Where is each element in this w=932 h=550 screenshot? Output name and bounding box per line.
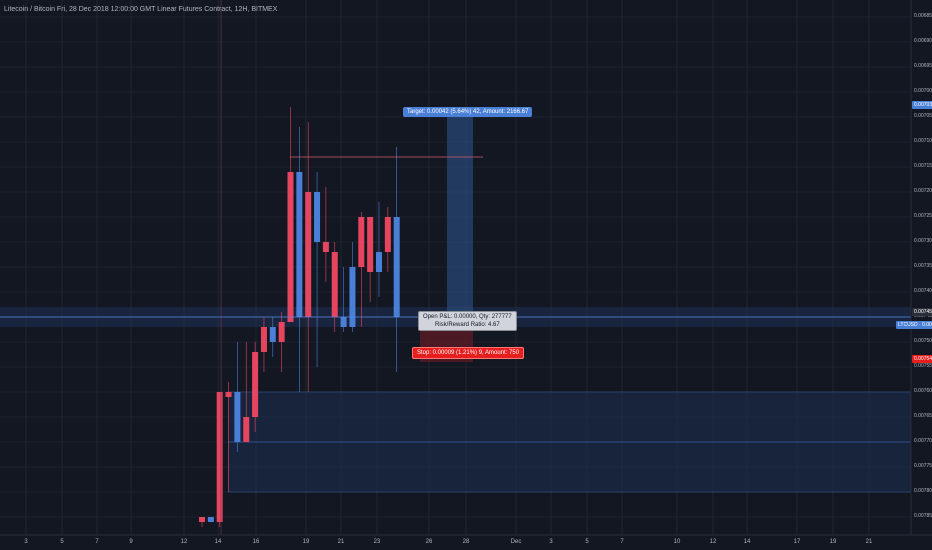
- candle-body: [349, 267, 356, 327]
- chart-title: Litecoin / Bitcoin Fri, 28 Dec 2018 12:0…: [4, 6, 278, 13]
- candle-body: [287, 172, 294, 322]
- time-axis-label: 3: [24, 539, 28, 545]
- price-axis-label: 0.00735: [914, 263, 932, 269]
- price-zones: [0, 107, 911, 493]
- price-axis-label: 0.00780: [914, 488, 932, 494]
- target-label[interactable]: Target: 0.00042 (5.64%) 42, Amount: 2166…: [403, 107, 533, 117]
- candle-body: [322, 242, 329, 252]
- candle-body: [376, 252, 382, 272]
- price-axis-label: 0.00720: [914, 188, 932, 194]
- price-axis-label: 0.00715: [914, 163, 932, 169]
- time-axis-label: 12: [709, 539, 717, 545]
- time-axis-label: 21: [337, 539, 345, 545]
- time-axis-label: 14: [743, 539, 751, 545]
- candle-body: [314, 192, 321, 242]
- price-axis-label: 0.00690: [914, 38, 932, 44]
- candle-body: [207, 517, 214, 522]
- candle-body: [243, 417, 250, 442]
- pnl-label[interactable]: Open P&L: 0.00000, Qty: 277777 Risk/Rewa…: [418, 311, 517, 331]
- candle-body: [260, 327, 267, 352]
- price-axis-label: 0.00785: [914, 513, 932, 519]
- candle-body: [393, 217, 400, 317]
- price-axis-label: 0.00710: [914, 138, 932, 144]
- target-zone: [447, 107, 473, 317]
- candle-body: [234, 392, 241, 442]
- target-price-tag: 0.00703: [912, 101, 932, 109]
- price-axis-label: 0.00750: [914, 338, 932, 344]
- time-axis-label: 12: [180, 539, 188, 545]
- time-axis-label: 26: [425, 539, 433, 545]
- candle-body: [367, 217, 374, 272]
- time-axis-label: 5: [60, 539, 64, 545]
- time-axis-label: 19: [302, 539, 310, 545]
- time-axis-label: 14: [214, 539, 222, 545]
- time-axis-label: 9: [129, 539, 133, 545]
- price-axis-label: 0.00770: [914, 438, 932, 444]
- time-axis-label: 3: [549, 539, 553, 545]
- time-axis-label: 5: [585, 539, 589, 545]
- time-axis-label: 28: [462, 539, 470, 545]
- risk-reward-text: Risk/Reward Ratio: 4.67: [435, 322, 500, 328]
- price-axis-label: 0.00700: [914, 88, 932, 94]
- candle-body: [199, 517, 205, 522]
- candle-body: [252, 352, 259, 417]
- time-axis-label: 7: [95, 539, 99, 545]
- stop-label[interactable]: Stop: 0.00009 (1.21%) 9, Amount: 750: [412, 347, 525, 359]
- price-axis-label: 0.00725: [914, 213, 932, 219]
- candle-body: [331, 252, 338, 317]
- time-axis-label: 7: [620, 539, 624, 545]
- price-axis-label: 0.00765: [914, 413, 932, 419]
- candle-body: [225, 392, 232, 397]
- candle-body: [305, 192, 312, 317]
- price-axis-label: 0.00730: [914, 238, 932, 244]
- candle-body: [296, 172, 303, 317]
- candle-body: [340, 317, 347, 327]
- price-axis-label: 0.00755: [914, 363, 932, 369]
- candle-body: [384, 217, 391, 252]
- time-axis-label: 17: [793, 539, 801, 545]
- price-axis-label: 0.00740: [914, 288, 932, 294]
- time-axis-label: 23: [373, 539, 381, 545]
- price-axis-label: 0.00760: [914, 388, 932, 394]
- current-price-tag: 0.00745: [912, 308, 932, 316]
- time-axis-label: 16: [252, 539, 260, 545]
- candle-body: [358, 217, 365, 267]
- time-axis-label: 10: [673, 539, 681, 545]
- time-axis-label: 21: [865, 539, 873, 545]
- price-axis-label: 0.00685: [914, 13, 932, 19]
- price-axis-label: 0.00775: [914, 463, 932, 469]
- candle-body: [216, 392, 223, 522]
- ticker-price-tag: LTCUSD · 0.00749: [896, 321, 932, 329]
- candle-body: [269, 327, 276, 342]
- price-axis-label: 0.00745: [914, 313, 932, 319]
- candle-body: [278, 322, 285, 342]
- price-axis-label: 0.00695: [914, 63, 932, 69]
- open-pnl-text: Open P&L: 0.00000, Qty: 277777: [423, 314, 512, 320]
- stop-price-tag: 0.00754: [912, 355, 932, 363]
- time-axis-label: Dec: [510, 539, 522, 545]
- price-axis-label: 0.00705: [914, 113, 932, 119]
- time-axis-label: 19: [829, 539, 837, 545]
